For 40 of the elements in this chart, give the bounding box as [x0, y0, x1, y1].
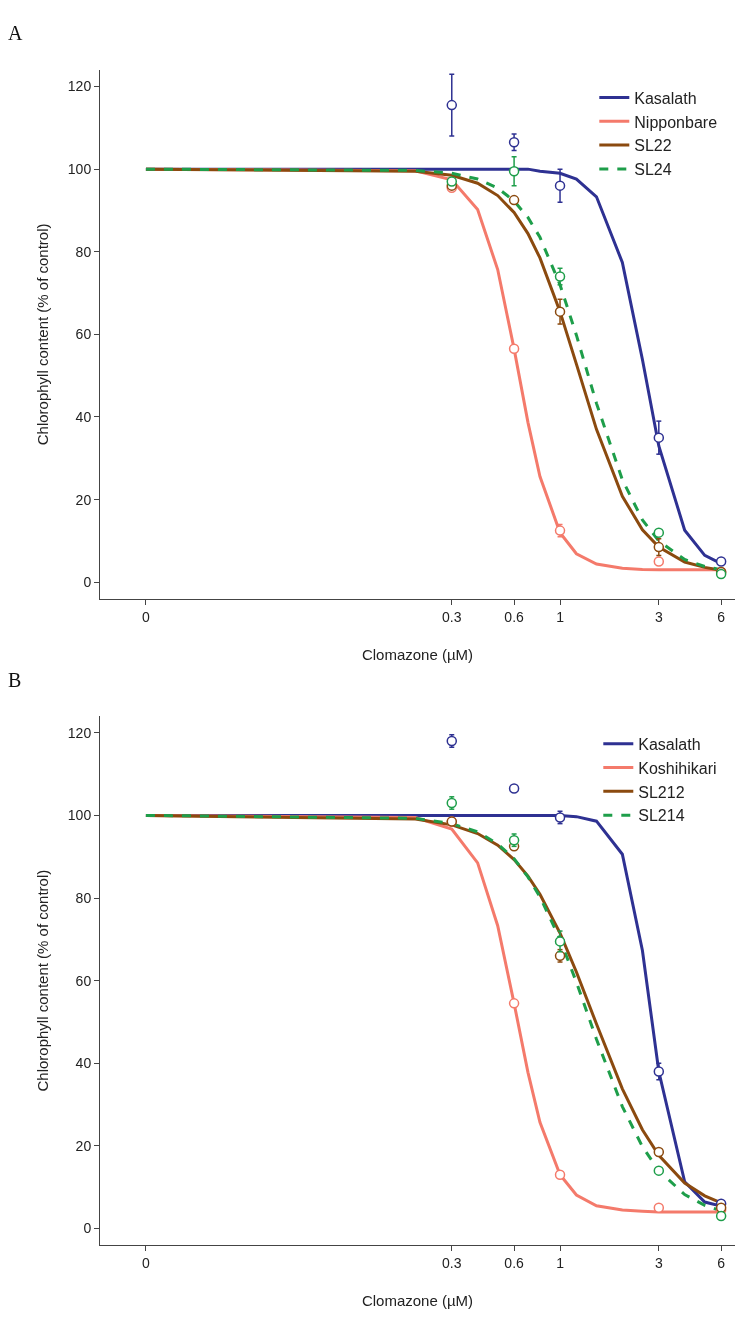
legend-label: SL22 — [634, 137, 672, 155]
x-axis-title: Clomazone (µM) — [361, 645, 474, 663]
y-tick-label: 0 — [83, 574, 92, 591]
x-tick-label: 0.6 — [504, 608, 525, 625]
legend-label: Nipponbare — [634, 113, 718, 131]
y-tick-label: 40 — [75, 408, 92, 425]
x-tick-label: 0.3 — [442, 1254, 462, 1271]
x-axis-title: Clomazone (µM) — [361, 1291, 474, 1309]
y-axis-title: Chlorophyll content (% of control) — [34, 223, 52, 446]
y-tick-label: 60 — [75, 972, 92, 989]
y-tick-label: 80 — [75, 889, 92, 906]
x-tick-label: 1 — [556, 608, 565, 625]
x-tick-label: 0.6 — [504, 1254, 525, 1271]
chart-title: A — [8, 22, 23, 44]
y-axis-title: Chlorophyll content (% of control) — [34, 869, 52, 1092]
y-tick-label: 120 — [67, 78, 92, 95]
x-tick-label: 0 — [142, 608, 151, 625]
legend-label: SL24 — [634, 161, 672, 179]
x-tick-label: 3 — [654, 1254, 663, 1271]
legend-label: Kasalath — [634, 89, 697, 107]
chart-title: B — [8, 669, 22, 691]
legend-label: Koshihikari — [638, 759, 717, 777]
x-tick-label: 0 — [142, 1254, 151, 1271]
legend-label: SL212 — [638, 783, 685, 801]
legend-label: Kasalath — [638, 735, 701, 753]
x-tick-label: 0.3 — [442, 608, 462, 625]
y-tick-label: 40 — [75, 1055, 92, 1072]
y-tick-label: 100 — [67, 161, 92, 178]
x-tick-label: 3 — [654, 608, 663, 625]
x-tick-label: 6 — [717, 1254, 726, 1271]
y-tick-label: 20 — [75, 491, 92, 508]
y-tick-label: 100 — [67, 807, 92, 824]
legend-label: SL214 — [638, 807, 685, 825]
y-tick-label: 0 — [83, 1220, 92, 1237]
y-tick-label: 120 — [67, 724, 92, 741]
y-tick-label: 20 — [75, 1137, 92, 1154]
y-tick-label: 60 — [75, 326, 92, 343]
x-tick-label: 1 — [556, 1254, 565, 1271]
x-tick-label: 6 — [717, 608, 726, 625]
y-tick-label: 80 — [75, 243, 92, 260]
